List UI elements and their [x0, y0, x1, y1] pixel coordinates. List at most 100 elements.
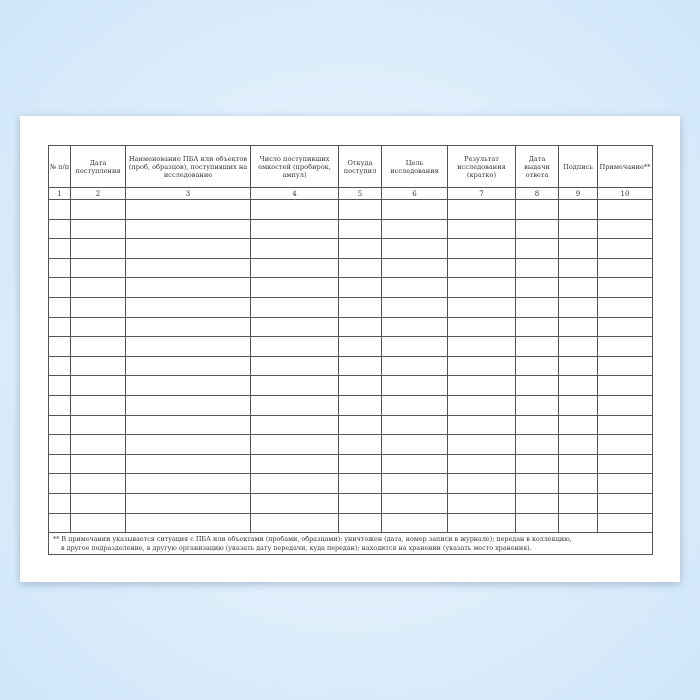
table-cell[interactable]	[338, 492, 382, 514]
table-cell[interactable]	[381, 277, 448, 298]
table-cell[interactable]	[70, 375, 126, 396]
table-cell[interactable]	[447, 277, 516, 298]
table-cell[interactable]	[70, 199, 126, 220]
table-cell[interactable]	[381, 257, 448, 279]
table-cell[interactable]	[447, 492, 516, 514]
table-cell[interactable]	[338, 355, 382, 377]
table-cell[interactable]	[515, 355, 559, 377]
table-cell[interactable]	[597, 316, 653, 338]
table-cell[interactable]	[70, 394, 126, 416]
table-cell[interactable]	[447, 375, 516, 396]
table-cell[interactable]	[70, 257, 126, 279]
table-cell[interactable]	[515, 277, 559, 298]
table-cell[interactable]	[125, 355, 251, 377]
table-cell[interactable]	[48, 238, 71, 259]
table-cell[interactable]	[381, 512, 448, 534]
table-cell[interactable]	[597, 492, 653, 514]
table-cell[interactable]	[250, 414, 339, 436]
table-cell[interactable]	[70, 316, 126, 338]
table-cell[interactable]	[381, 218, 448, 240]
table-cell[interactable]	[338, 199, 382, 220]
table-cell[interactable]	[447, 199, 516, 220]
table-cell[interactable]	[447, 296, 516, 318]
table-cell[interactable]	[515, 375, 559, 396]
table-cell[interactable]	[597, 473, 653, 494]
table-cell[interactable]	[70, 238, 126, 259]
table-cell[interactable]	[558, 277, 598, 298]
table-cell[interactable]	[250, 434, 339, 455]
table-cell[interactable]	[250, 218, 339, 240]
table-cell[interactable]	[597, 296, 653, 318]
table-cell[interactable]	[447, 414, 516, 436]
table-cell[interactable]	[515, 414, 559, 436]
table-cell[interactable]	[70, 414, 126, 436]
table-cell[interactable]	[338, 296, 382, 318]
table-cell[interactable]	[48, 218, 71, 240]
table-cell[interactable]	[597, 199, 653, 220]
table-cell[interactable]	[338, 414, 382, 436]
table-cell[interactable]	[125, 199, 251, 220]
table-cell[interactable]	[48, 512, 71, 534]
table-cell[interactable]	[125, 434, 251, 455]
table-cell[interactable]	[48, 473, 71, 494]
table-cell[interactable]	[70, 434, 126, 455]
table-cell[interactable]	[597, 434, 653, 455]
table-cell[interactable]	[597, 238, 653, 259]
table-cell[interactable]	[381, 336, 448, 357]
table-cell[interactable]	[558, 375, 598, 396]
table-cell[interactable]	[515, 218, 559, 240]
table-cell[interactable]	[381, 199, 448, 220]
table-cell[interactable]	[515, 453, 559, 475]
table-cell[interactable]	[447, 238, 516, 259]
table-cell[interactable]	[597, 414, 653, 436]
table-cell[interactable]	[48, 394, 71, 416]
table-cell[interactable]	[515, 394, 559, 416]
table-cell[interactable]	[70, 492, 126, 514]
table-cell[interactable]	[48, 257, 71, 279]
table-cell[interactable]	[48, 277, 71, 298]
table-cell[interactable]	[597, 453, 653, 475]
table-cell[interactable]	[558, 296, 598, 318]
table-cell[interactable]	[125, 316, 251, 338]
table-cell[interactable]	[250, 296, 339, 318]
table-cell[interactable]	[515, 199, 559, 220]
table-cell[interactable]	[558, 257, 598, 279]
table-cell[interactable]	[381, 434, 448, 455]
table-cell[interactable]	[381, 414, 448, 436]
table-cell[interactable]	[250, 453, 339, 475]
table-cell[interactable]	[515, 257, 559, 279]
table-cell[interactable]	[515, 492, 559, 514]
table-cell[interactable]	[125, 296, 251, 318]
table-cell[interactable]	[447, 218, 516, 240]
table-cell[interactable]	[125, 277, 251, 298]
table-cell[interactable]	[250, 316, 339, 338]
table-cell[interactable]	[597, 336, 653, 357]
table-cell[interactable]	[125, 257, 251, 279]
table-cell[interactable]	[338, 434, 382, 455]
table-cell[interactable]	[558, 473, 598, 494]
table-cell[interactable]	[381, 316, 448, 338]
table-cell[interactable]	[515, 336, 559, 357]
table-cell[interactable]	[250, 375, 339, 396]
table-cell[interactable]	[70, 355, 126, 377]
table-cell[interactable]	[250, 355, 339, 377]
table-cell[interactable]	[381, 375, 448, 396]
table-cell[interactable]	[125, 473, 251, 494]
table-cell[interactable]	[515, 316, 559, 338]
table-cell[interactable]	[125, 512, 251, 534]
table-cell[interactable]	[125, 238, 251, 259]
table-cell[interactable]	[597, 375, 653, 396]
table-cell[interactable]	[597, 257, 653, 279]
table-cell[interactable]	[381, 473, 448, 494]
table-cell[interactable]	[125, 394, 251, 416]
table-cell[interactable]	[558, 434, 598, 455]
table-cell[interactable]	[125, 414, 251, 436]
table-cell[interactable]	[597, 277, 653, 298]
table-cell[interactable]	[515, 238, 559, 259]
table-cell[interactable]	[338, 375, 382, 396]
table-cell[interactable]	[381, 238, 448, 259]
table-cell[interactable]	[125, 375, 251, 396]
table-cell[interactable]	[125, 218, 251, 240]
table-cell[interactable]	[558, 336, 598, 357]
table-cell[interactable]	[70, 473, 126, 494]
